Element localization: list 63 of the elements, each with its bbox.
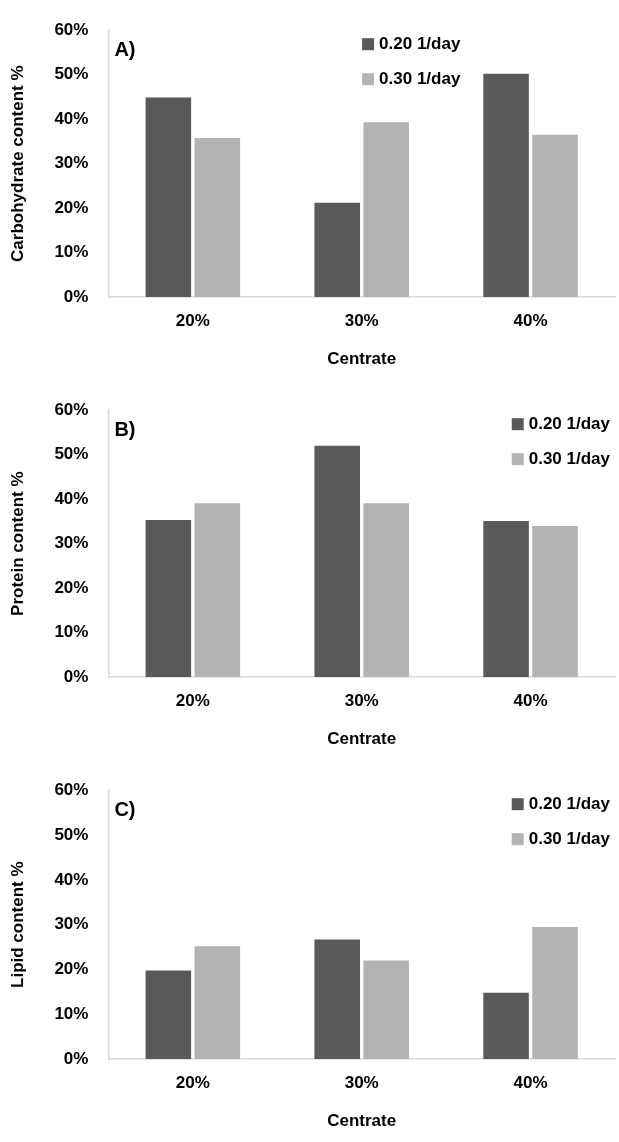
- bar: [314, 202, 360, 298]
- bar: [194, 503, 241, 678]
- annotation: A): [114, 37, 136, 60]
- bar: [194, 946, 241, 1060]
- y-tick-label: 40%: [54, 488, 89, 508]
- annotation: B): [114, 417, 136, 440]
- legend-label: 0.20 1/day: [379, 33, 461, 53]
- bar: [483, 521, 529, 678]
- bar: [363, 960, 409, 1060]
- bar: [532, 926, 578, 1060]
- bar: [483, 992, 529, 1060]
- y-tick-label: 50%: [54, 444, 89, 464]
- y-tick-label: 60%: [54, 19, 89, 39]
- x-tick-label: 30%: [344, 311, 379, 331]
- x-tick-label: 40%: [513, 1073, 548, 1093]
- x-axis-title: Centrate: [327, 1111, 397, 1131]
- x-tick-label: 20%: [175, 1073, 210, 1093]
- x-tick-label: 30%: [344, 1073, 379, 1093]
- bar: [194, 137, 241, 298]
- y-tick-label: 40%: [54, 869, 89, 889]
- y-tick-label: 10%: [54, 1004, 89, 1024]
- bar: [532, 525, 578, 678]
- y-tick-label: 10%: [54, 242, 89, 262]
- legend-label: 0.30 1/day: [379, 68, 461, 88]
- y-tick-label: 0%: [63, 286, 89, 306]
- y-tick-label: 0%: [63, 1048, 89, 1068]
- y-tick-label: 20%: [54, 577, 89, 597]
- bar: [145, 970, 192, 1060]
- y-tick-label: 60%: [54, 779, 89, 799]
- y-tick-label: 30%: [54, 533, 89, 553]
- y-axis-title: Carbohydrate content %: [7, 65, 27, 262]
- bar: [314, 445, 360, 678]
- legend-label: 0.20 1/day: [528, 793, 611, 813]
- bar: [532, 134, 578, 298]
- bar: [145, 97, 192, 298]
- bar: [363, 122, 409, 298]
- bar: [145, 520, 192, 678]
- y-tick-label: 50%: [54, 824, 89, 844]
- x-tick-label: 40%: [513, 311, 548, 331]
- legend-label: 0.20 1/day: [528, 413, 611, 433]
- x-tick-label: 20%: [175, 311, 210, 331]
- y-tick-label: 30%: [54, 153, 89, 173]
- annotation: C): [114, 797, 136, 820]
- x-axis-title: Centrate: [327, 729, 397, 749]
- bar: [483, 73, 529, 298]
- legend-label: 0.30 1/day: [528, 828, 611, 848]
- x-tick-label: 30%: [344, 691, 379, 711]
- y-tick-label: 20%: [54, 197, 89, 217]
- y-tick-label: 60%: [54, 399, 89, 419]
- y-tick-label: 20%: [54, 959, 89, 979]
- y-tick-label: 50%: [54, 64, 89, 84]
- y-axis-title: Lipid content %: [7, 861, 27, 988]
- legend-label: 0.30 1/day: [528, 448, 611, 468]
- y-tick-label: 30%: [54, 914, 89, 934]
- y-tick-label: 10%: [54, 622, 89, 642]
- y-tick-label: 0%: [63, 666, 89, 686]
- x-axis-title: Centrate: [327, 349, 397, 369]
- bar: [363, 503, 409, 678]
- x-tick-label: 40%: [513, 691, 548, 711]
- y-axis-title: Protein content %: [7, 471, 27, 616]
- bar: [314, 939, 360, 1060]
- y-tick-label: 40%: [54, 108, 89, 128]
- x-tick-label: 20%: [175, 691, 210, 711]
